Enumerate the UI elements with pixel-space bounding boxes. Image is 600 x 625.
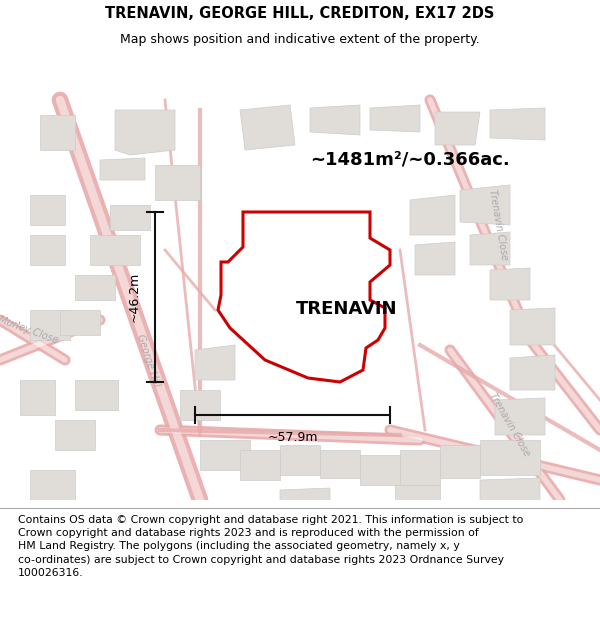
Text: George Hill: George Hill	[135, 332, 161, 388]
Polygon shape	[75, 380, 118, 410]
Polygon shape	[415, 242, 455, 275]
Polygon shape	[510, 355, 555, 390]
Polygon shape	[75, 275, 115, 300]
Polygon shape	[60, 310, 100, 335]
Polygon shape	[30, 470, 75, 510]
Polygon shape	[110, 205, 150, 230]
Polygon shape	[155, 165, 200, 200]
Polygon shape	[490, 108, 545, 140]
Polygon shape	[55, 420, 95, 450]
Polygon shape	[240, 450, 280, 480]
Text: Trenavin Close: Trenavin Close	[487, 189, 509, 261]
Polygon shape	[510, 308, 555, 345]
Polygon shape	[495, 398, 545, 435]
Polygon shape	[40, 115, 75, 150]
Polygon shape	[310, 105, 360, 135]
Polygon shape	[20, 380, 55, 415]
Polygon shape	[218, 212, 390, 382]
Polygon shape	[395, 485, 440, 510]
Polygon shape	[100, 158, 145, 180]
Polygon shape	[480, 478, 540, 510]
Text: ~57.9m: ~57.9m	[267, 431, 318, 444]
Text: ~46.2m: ~46.2m	[128, 272, 141, 322]
Text: TRENAVIN, GEORGE HILL, CREDITON, EX17 2DS: TRENAVIN, GEORGE HILL, CREDITON, EX17 2D…	[106, 6, 494, 21]
Polygon shape	[195, 345, 235, 380]
Polygon shape	[180, 390, 220, 420]
Polygon shape	[410, 195, 455, 235]
Text: Contains OS data © Crown copyright and database right 2021. This information is : Contains OS data © Crown copyright and d…	[18, 515, 523, 578]
Text: Murley Close: Murley Close	[0, 314, 59, 346]
Polygon shape	[30, 195, 65, 225]
Polygon shape	[470, 232, 510, 265]
Polygon shape	[240, 105, 295, 150]
Polygon shape	[320, 450, 360, 478]
Polygon shape	[360, 455, 400, 485]
Polygon shape	[280, 488, 330, 515]
Text: TRENAVIN: TRENAVIN	[296, 300, 398, 318]
Polygon shape	[490, 268, 530, 300]
Polygon shape	[440, 445, 480, 478]
Text: Trenavin Close: Trenavin Close	[488, 391, 532, 459]
Polygon shape	[200, 440, 250, 470]
Polygon shape	[370, 105, 420, 132]
Polygon shape	[435, 112, 480, 145]
Polygon shape	[280, 445, 320, 475]
Polygon shape	[30, 310, 70, 340]
Text: ~1481m²/~0.366ac.: ~1481m²/~0.366ac.	[310, 151, 510, 169]
Polygon shape	[400, 450, 440, 485]
Polygon shape	[30, 235, 65, 265]
Polygon shape	[115, 110, 175, 155]
Polygon shape	[460, 185, 510, 225]
Polygon shape	[480, 440, 540, 475]
Text: Map shows position and indicative extent of the property.: Map shows position and indicative extent…	[120, 32, 480, 46]
Polygon shape	[90, 235, 140, 265]
